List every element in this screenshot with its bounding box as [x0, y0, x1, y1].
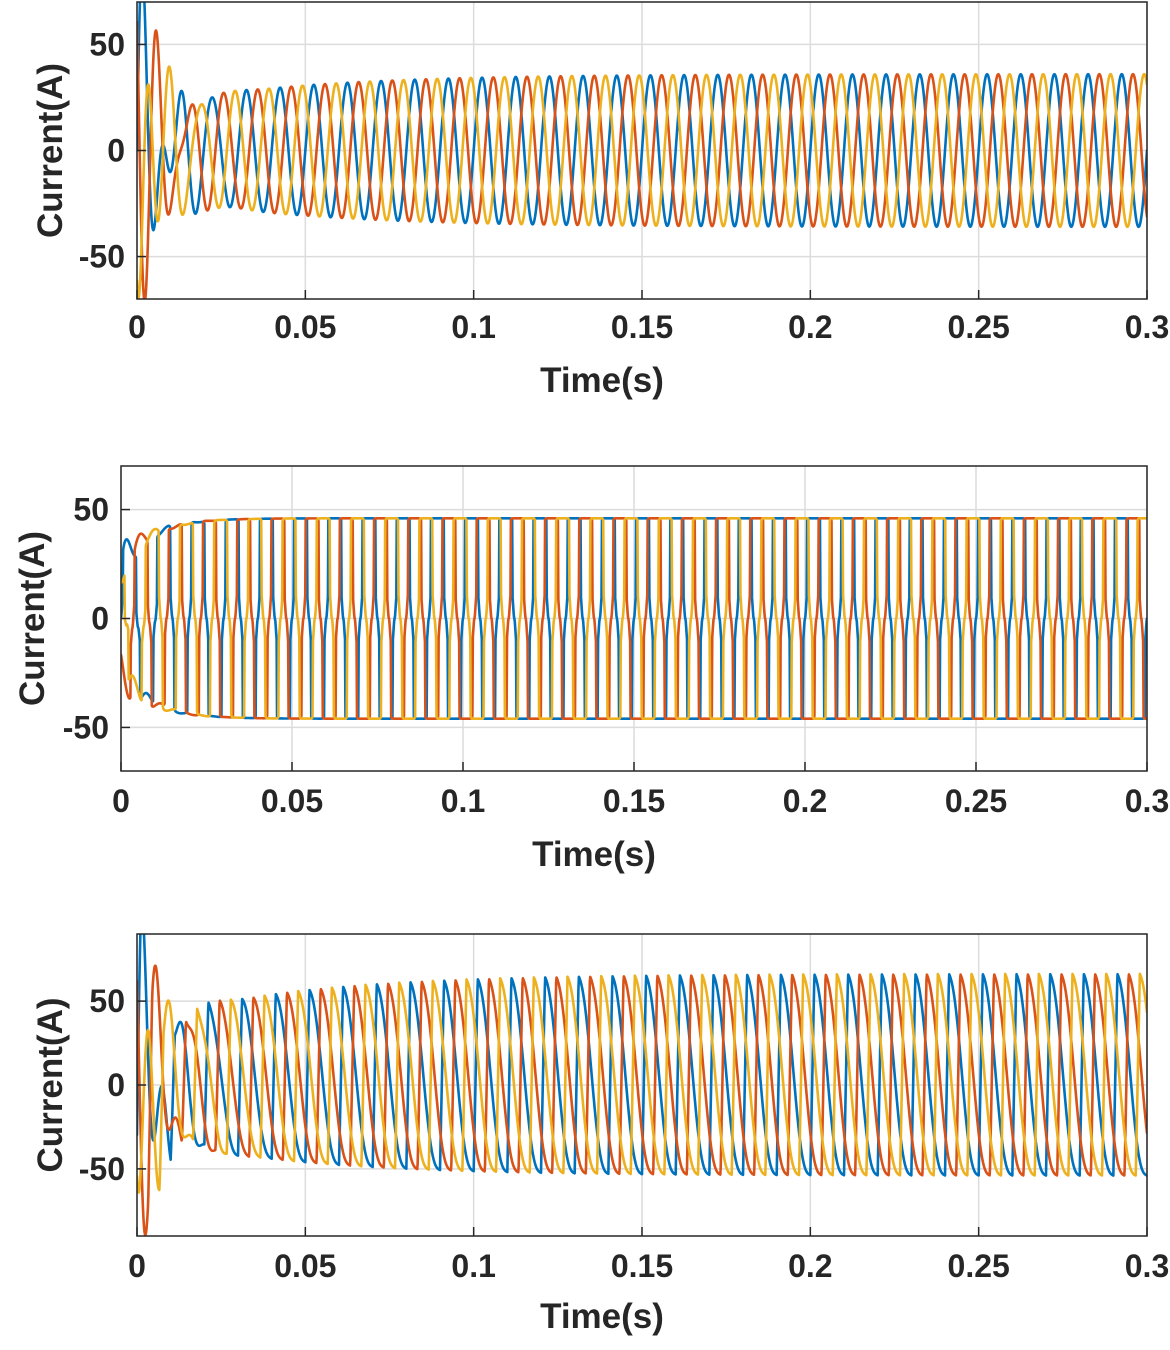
series-group: [121, 516, 1147, 721]
series-line-phase-a: [121, 516, 1147, 721]
chart-panel-bottom: 0 0.05 0.1 0.15 0.2 0.25 0.3 -50 0 50 Time(s) Cur…: [31, 933, 1169, 1336]
x-tick-label: 0: [128, 309, 146, 345]
series-line-phase-b: [121, 516, 1147, 721]
x-tick-label: 0.1: [441, 783, 485, 819]
series-group: [137, 934, 1147, 1236]
x-tick-label: 0.25: [948, 1248, 1010, 1284]
y-axis-label: Current(A): [31, 998, 70, 1173]
y-tick-label: 0: [107, 133, 125, 169]
x-tick-label: 0.25: [945, 783, 1007, 819]
x-tick-label: 0.05: [261, 783, 323, 819]
x-axis-label: Time(s): [540, 361, 664, 400]
x-tick-label: 0.2: [788, 309, 832, 345]
series-line-phase-c: [137, 972, 1147, 1194]
x-tick-label: 0.15: [611, 309, 673, 345]
chart-panel-middle: 0 0.05 0.1 0.15 0.2 0.25 0.3 -50 0 50 Time(s) Cur…: [13, 465, 1169, 874]
series-line-phase-b: [137, 964, 1147, 1236]
axis-ticks: 0 0.05 0.1 0.15 0.2 0.25 0.3 -50 0 50: [79, 983, 1169, 1284]
y-tick-label: 50: [89, 26, 125, 62]
axis-ticks: 0 0.05 0.1 0.15 0.2 0.25 0.3 -50 0 50: [63, 492, 1169, 819]
y-tick-label: 0: [107, 1067, 125, 1103]
x-axis-label: Time(s): [532, 835, 656, 874]
y-axis-label: Current(A): [31, 63, 70, 238]
y-tick-label: -50: [63, 709, 109, 745]
series-line-phase-b: [137, 20, 1147, 299]
x-tick-label: 0.25: [948, 309, 1010, 345]
x-tick-label: 0.3: [1125, 309, 1169, 345]
x-tick-label: 0.15: [603, 783, 665, 819]
series-line-phase-a: [137, 934, 1147, 1177]
x-tick-label: 0.15: [611, 1248, 673, 1284]
x-tick-label: 0.3: [1125, 783, 1169, 819]
y-axis-label: Current(A): [13, 531, 52, 706]
x-tick-label: 0: [112, 783, 130, 819]
y-tick-label: 50: [73, 492, 109, 528]
y-tick-label: -50: [79, 239, 125, 275]
x-tick-label: 0.2: [788, 1248, 832, 1284]
series-group: [137, 2, 1147, 299]
x-tick-label: 0.05: [274, 309, 336, 345]
y-tick-label: 0: [91, 601, 109, 637]
x-tick-label: 0: [128, 1248, 146, 1284]
y-tick-label: 50: [89, 983, 125, 1019]
y-tick-label: -50: [79, 1151, 125, 1187]
series-line-phase-a: [137, 2, 1147, 232]
x-tick-label: 0.1: [451, 1248, 495, 1284]
x-tick-label: 0.3: [1125, 1248, 1169, 1284]
series-line-phase-c: [121, 516, 1147, 721]
x-axis-label: Time(s): [540, 1297, 664, 1336]
series-line-phase-c: [137, 65, 1147, 299]
x-tick-label: 0.2: [783, 783, 827, 819]
x-tick-label: 0.1: [451, 309, 495, 345]
x-tick-label: 0.05: [274, 1248, 336, 1284]
